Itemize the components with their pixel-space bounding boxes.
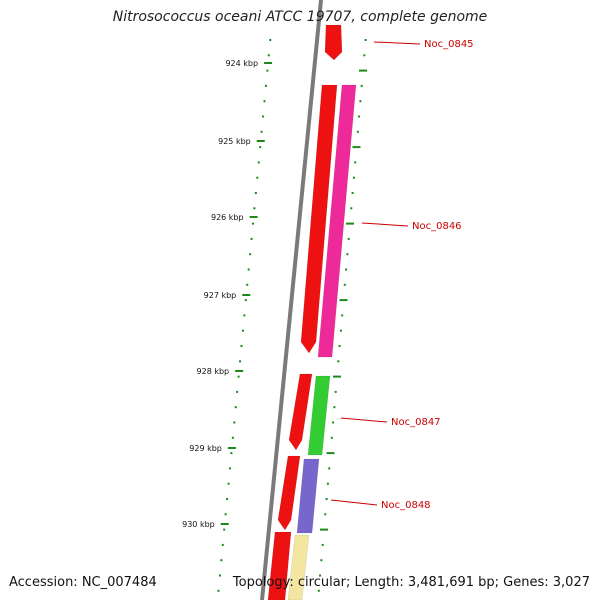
inner-tick-dot <box>244 299 247 302</box>
outer-tick-dot <box>330 436 333 439</box>
genome-stats-label: Topology: circular; Length: 3,481,691 bp… <box>232 575 590 590</box>
outer-tick-dot <box>343 283 346 286</box>
genome-title: Nitrosococcus oceani ATCC 19707, complet… <box>112 9 488 25</box>
outer-tick-dot <box>354 161 357 164</box>
inner-tick-dot <box>266 69 269 72</box>
gene-leader-line <box>361 222 409 227</box>
inner-tick-dot <box>262 115 265 118</box>
kbp-tick-label: 930 kbp <box>182 520 215 529</box>
inner-tick-dot <box>253 207 256 210</box>
inner-tick-dot <box>221 543 224 546</box>
inner-tick-dot <box>231 436 234 439</box>
inner-tick-dot <box>263 100 266 103</box>
inner-tick-dot <box>257 161 260 164</box>
inner-tick-dot <box>269 39 272 41</box>
gene-arrow-yellow <box>287 534 310 600</box>
inner-tick-dot <box>239 360 242 363</box>
accession-label: Accession: NC_007484 <box>9 575 157 590</box>
inner-tick-dot <box>227 482 230 485</box>
genome-backbone <box>260 0 323 600</box>
inner-tick-dot <box>228 467 231 470</box>
gene-leader-line <box>340 417 388 423</box>
inner-tick-dot <box>217 589 220 592</box>
inner-tick-dot <box>218 574 221 577</box>
outer-tick-dot <box>333 406 336 409</box>
inner-tick-dot <box>243 314 246 317</box>
inner-tick-dot <box>226 498 229 500</box>
outer-tick-dot <box>359 100 362 103</box>
outer-tick-dot <box>319 574 322 577</box>
inner-tick-dot <box>264 84 267 87</box>
inner-tick-dot <box>240 345 243 347</box>
inner-tick-dot <box>259 146 262 149</box>
outer-tick-dot <box>317 589 320 592</box>
outer-tick-dot <box>328 467 331 470</box>
gene-arrow-blue <box>296 458 320 534</box>
gene-arrow-red <box>288 373 313 451</box>
outer-tick-dot <box>324 513 327 516</box>
kbp-tick-label: 926 kbp <box>211 213 244 222</box>
outer-tick-dot <box>325 498 328 500</box>
kbp-tick-label: 927 kbp <box>204 291 237 300</box>
gene-label-noc_0845: Noc_0845 <box>424 39 474 50</box>
outer-tick-dot <box>332 421 335 424</box>
gene-arrow-red <box>267 531 292 600</box>
outer-tick-dot <box>351 192 354 194</box>
outer-tick-dot <box>350 207 353 210</box>
inner-tick-dot <box>230 452 233 455</box>
inner-tick-dot <box>256 176 259 179</box>
inner-tick-dot <box>249 253 252 256</box>
inner-tick-dot <box>260 130 263 133</box>
gene-label-noc_0848: Noc_0848 <box>381 500 431 511</box>
gene-label-noc_0846: Noc_0846 <box>412 221 462 232</box>
gene-arrow-green <box>307 375 331 456</box>
inner-tick-dot <box>246 283 249 286</box>
inner-tick-dot <box>251 222 254 225</box>
outer-tick-dot <box>356 130 359 133</box>
inner-tick-dot <box>224 513 227 516</box>
outer-tick-dot <box>360 84 363 87</box>
outer-tick-dot <box>364 39 367 41</box>
inner-tick-dot <box>220 559 223 562</box>
gene-arrow-pink <box>317 84 357 358</box>
inner-tick-dot <box>267 54 270 57</box>
outer-tick-dot <box>345 268 348 271</box>
outer-tick-dot <box>347 237 350 240</box>
kbp-tick-label: 928 kbp <box>197 367 230 376</box>
outer-tick-dot <box>341 314 344 317</box>
kbp-tick-label: 924 kbp <box>225 59 258 68</box>
inner-tick-dot <box>250 237 253 240</box>
outer-tick-dot <box>358 115 361 118</box>
inner-tick-dot <box>247 268 250 271</box>
gene-leader-line <box>373 41 421 45</box>
outer-tick-dot <box>321 543 324 546</box>
gene-arrow-red <box>324 24 343 61</box>
kbp-tick-label: 925 kbp <box>218 137 251 146</box>
gene-arrow-red <box>277 455 301 531</box>
inner-tick-dot <box>236 390 239 393</box>
outer-tick-dot <box>320 559 323 562</box>
inner-tick-dot <box>223 528 226 531</box>
inner-tick-dot <box>237 375 240 378</box>
outer-tick-dot <box>352 176 355 179</box>
outer-tick-dot <box>337 360 340 363</box>
inner-tick-dot <box>233 421 236 424</box>
outer-tick-dot <box>334 390 337 393</box>
outer-tick-dot <box>326 482 329 485</box>
inner-tick-dot <box>254 192 257 194</box>
gene-label-noc_0847: Noc_0847 <box>391 417 441 428</box>
kbp-tick-label: 929 kbp <box>189 444 222 453</box>
outer-tick-dot <box>346 253 349 256</box>
gene-arrow-red <box>300 84 338 354</box>
outer-tick-dot <box>339 329 342 332</box>
outer-tick-dot <box>338 345 341 347</box>
outer-tick-dot <box>363 54 366 57</box>
inner-tick-dot <box>234 406 237 409</box>
inner-tick-dot <box>241 329 244 332</box>
gene-leader-line <box>330 499 378 506</box>
